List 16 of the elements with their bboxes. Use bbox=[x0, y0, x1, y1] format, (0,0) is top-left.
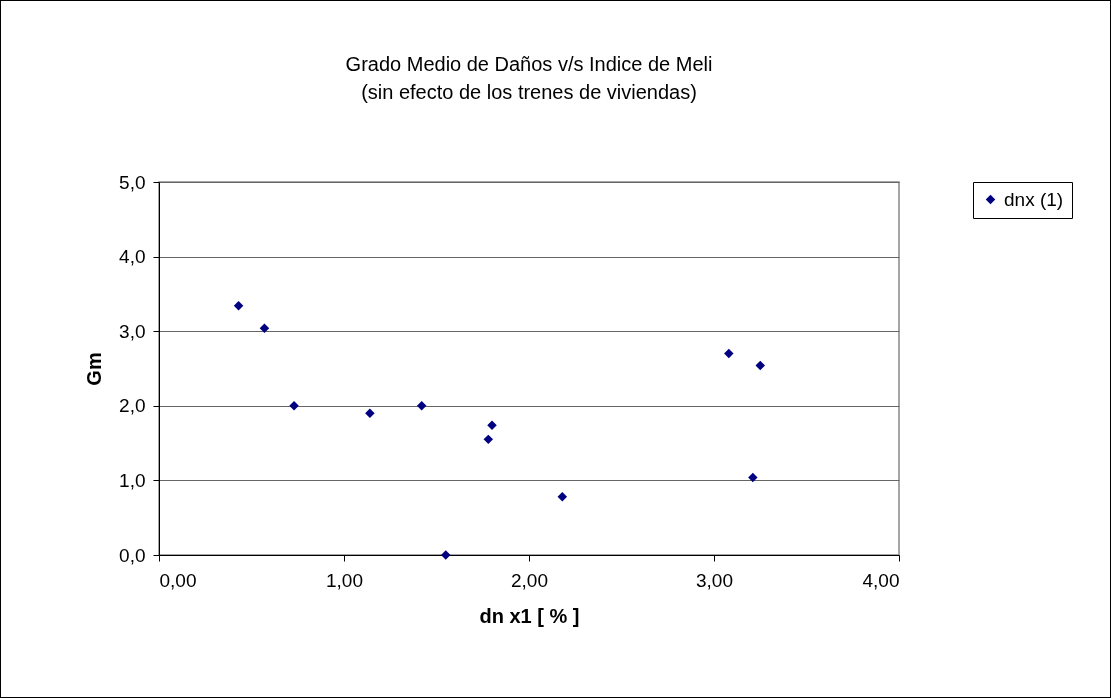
y-tick-label: 3,0 bbox=[119, 320, 146, 342]
x-tick-label: 3,00 bbox=[696, 569, 733, 591]
y-tick-label: 4,0 bbox=[119, 246, 146, 268]
y-axis-title: Gm bbox=[83, 352, 106, 386]
x-tick-label: 2,00 bbox=[511, 569, 548, 591]
chart-title: Grado Medio de Daños v/s Indice de Meli bbox=[345, 53, 713, 75]
y-tick-label: 5,0 bbox=[119, 171, 146, 193]
x-tick-label: 0,00 bbox=[159, 569, 197, 591]
legend-label: dnx (1) bbox=[1004, 188, 1064, 210]
y-tick-label: 0,0 bbox=[119, 544, 146, 566]
x-tick-label: 4,00 bbox=[862, 569, 900, 591]
x-tick-label: 1,00 bbox=[326, 569, 363, 591]
y-tick-label: 2,0 bbox=[119, 395, 146, 417]
y-tick-label: 1,0 bbox=[119, 469, 146, 491]
x-axis-title: dn x1 [ % ] bbox=[479, 604, 580, 627]
chart-subtitle: (sin efecto de los trenes de viviendas) bbox=[361, 81, 697, 103]
